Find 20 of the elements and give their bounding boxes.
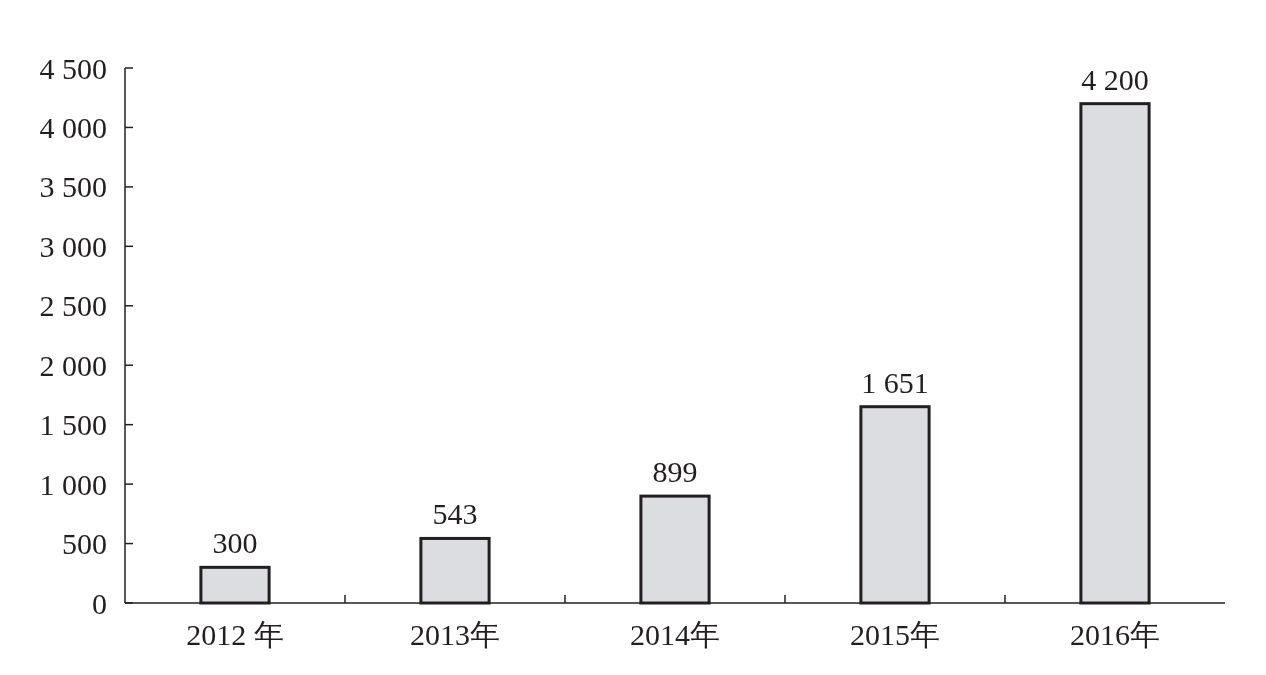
x-tick-label: 2015年 — [850, 618, 940, 651]
data-label: 899 — [652, 455, 698, 489]
y-tick-label: 2 500 — [39, 289, 107, 323]
data-label: 300 — [212, 526, 258, 560]
y-tick-label: 3 500 — [39, 170, 107, 204]
y-tick-label: 500 — [62, 527, 107, 561]
data-label: 4 200 — [1081, 62, 1149, 96]
y-tick-label: 0 — [92, 586, 107, 620]
y-tick-label: 4 000 — [39, 110, 107, 144]
x-tick-label: 2014年 — [630, 618, 720, 651]
y-tick-label: 1 500 — [39, 408, 107, 442]
data-label: 1 651 — [861, 365, 929, 399]
y-tick-label: 2 000 — [39, 348, 107, 382]
x-tick-label: 2013年 — [410, 618, 500, 651]
x-tick-label: 2012 年 — [186, 618, 284, 651]
y-tick-label: 3 000 — [39, 229, 107, 263]
data-label: 543 — [432, 497, 478, 531]
y-tick-label: 1 000 — [39, 467, 107, 501]
y-tick-label: 4 500 — [39, 51, 107, 85]
x-tick-label: 2016年 — [1070, 618, 1160, 651]
